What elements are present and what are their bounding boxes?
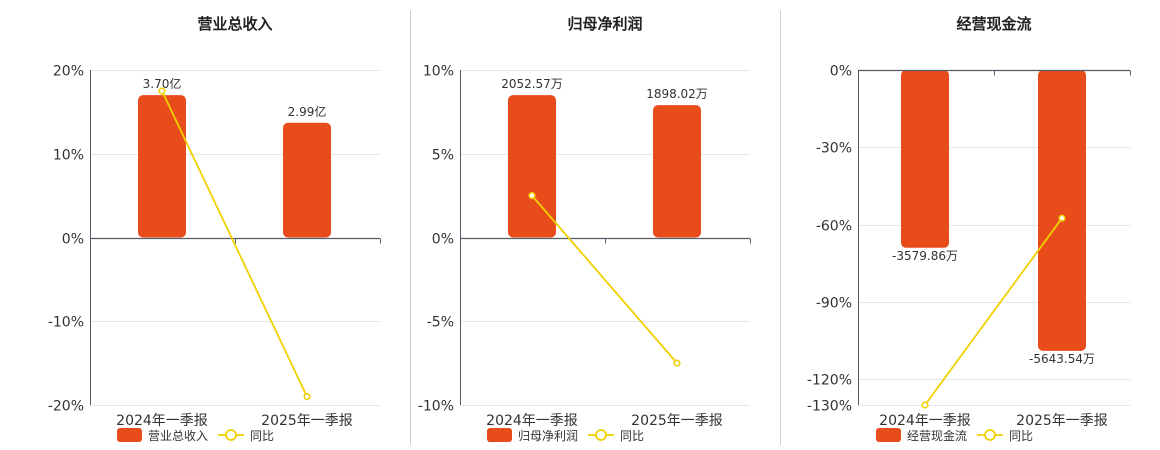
legend-line-label: 同比: [1009, 429, 1033, 443]
bar-value-label: 2.99亿: [288, 104, 327, 119]
yoy-line: [161, 90, 308, 398]
bar: [901, 70, 949, 248]
yoy-point: [303, 393, 311, 401]
x-category-label: 2025年一季报: [261, 413, 353, 429]
chart-title: 经营现金流: [956, 15, 1031, 33]
bar: [653, 105, 701, 238]
legend-bar-swatch: [876, 428, 901, 442]
yoy-line: [924, 217, 1063, 406]
y-tick-label: 5%: [432, 148, 454, 164]
legend-line-marker: [595, 429, 607, 441]
legend-bar-label: 归母净利润: [518, 429, 578, 443]
x-category-label: 2024年一季报: [486, 413, 578, 429]
legend-bar-swatch: [487, 428, 512, 442]
bar: [1038, 70, 1086, 351]
yoy-point: [673, 359, 681, 367]
x-category-label: 2025年一季报: [1016, 413, 1108, 429]
y-tick-label: -5%: [427, 315, 454, 331]
bar-value-label: 3.70亿: [143, 76, 182, 91]
y-tick-label: 20%: [53, 64, 84, 80]
x-category-label: 2024年一季报: [879, 413, 971, 429]
y-tick-label: -30%: [816, 141, 852, 157]
x-category-label: 2025年一季报: [631, 413, 723, 429]
yoy-line: [531, 195, 678, 364]
yoy-point: [1058, 214, 1066, 222]
y-tick-label: 0%: [62, 232, 84, 248]
x-category-label: 2024年一季报: [116, 413, 208, 429]
y-tick-label: 0%: [432, 232, 454, 248]
legend-bar-label: 营业总收入: [148, 429, 208, 443]
chart-title: 营业总收入: [197, 15, 272, 33]
chart-title: 归母净利润: [567, 15, 642, 33]
bar: [138, 95, 186, 238]
y-tick-label: 0%: [830, 64, 852, 80]
legend-line-label: 同比: [250, 429, 274, 443]
yoy-point: [528, 192, 536, 200]
y-tick-label: 10%: [423, 64, 454, 80]
bar-value-label: 1898.02万: [646, 87, 708, 101]
legend-bar-swatch: [117, 428, 142, 442]
bar-value-label: -5643.54万: [1029, 352, 1095, 366]
y-tick-label: -120%: [807, 373, 852, 389]
y-tick-label: -10%: [418, 399, 454, 415]
bar-value-label: 2052.57万: [501, 77, 563, 91]
legend-line-label: 同比: [620, 429, 644, 443]
y-tick-label: -60%: [816, 219, 852, 235]
bar: [283, 122, 331, 238]
legend-line-marker: [225, 429, 237, 441]
bar-value-label: -3579.86万: [892, 249, 958, 263]
bar: [508, 95, 556, 238]
y-tick-label: -90%: [816, 296, 852, 312]
legend-line-marker: [984, 429, 996, 441]
yoy-point: [158, 87, 166, 95]
y-tick-label: 10%: [53, 148, 84, 164]
legend-bar-label: 经营现金流: [907, 428, 967, 443]
y-tick-label: -130%: [807, 399, 852, 415]
yoy-point: [921, 401, 929, 409]
y-tick-label: -10%: [48, 315, 84, 331]
y-tick-label: -20%: [48, 399, 84, 415]
